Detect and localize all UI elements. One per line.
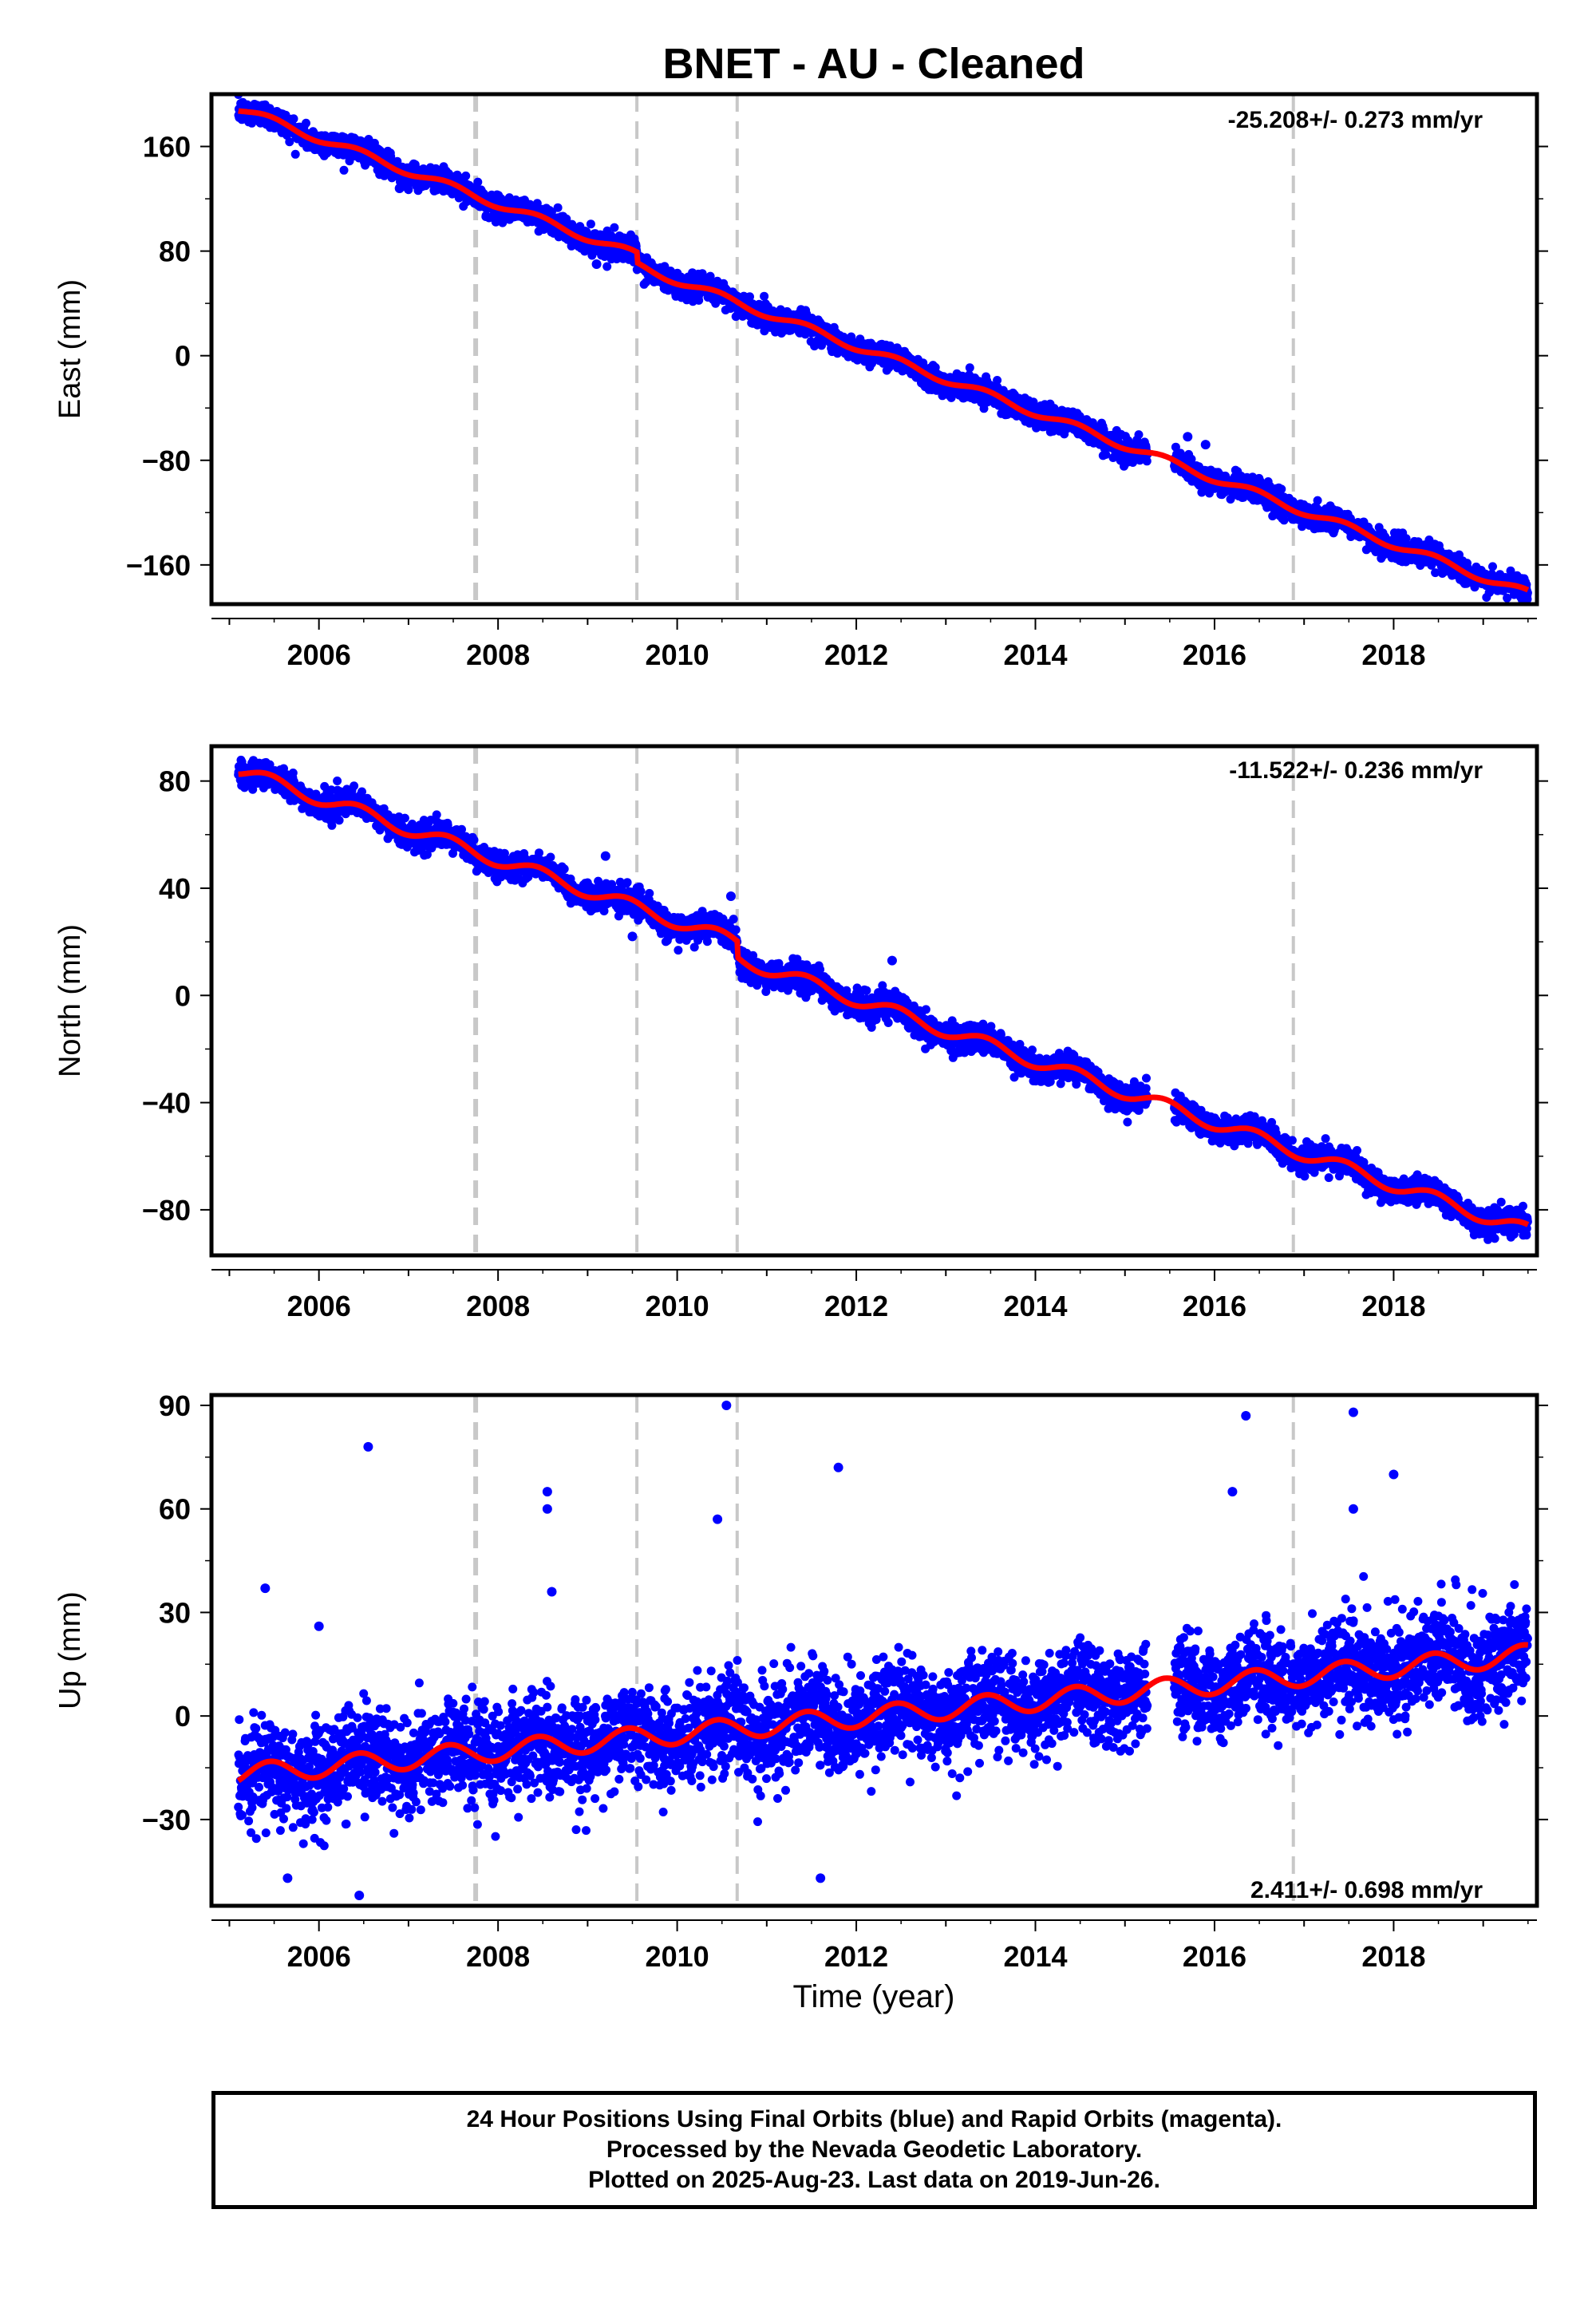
x-tick-label: 2018	[1361, 638, 1425, 671]
data-point	[461, 171, 471, 180]
data-point	[532, 199, 542, 208]
x-tick-label: 2016	[1183, 638, 1246, 671]
data-point	[1134, 430, 1144, 440]
data-point	[586, 219, 595, 229]
data-point	[553, 203, 563, 212]
data-point	[602, 262, 612, 271]
outlier-point	[394, 183, 405, 193]
data-point	[334, 816, 344, 825]
data-points-east	[234, 94, 1532, 604]
data-point	[562, 214, 571, 223]
y-tick-label: 160	[143, 131, 191, 164]
outlier-point	[1200, 440, 1211, 450]
rate-label-east: -25.208+/- 0.273 mm/yr	[1228, 107, 1483, 133]
x-tick-label: 2006	[287, 638, 351, 671]
panel-east: 2006 2008 2010 2012 2014 2016 2018 −160 −80 0 80 16…	[53, 92, 1548, 671]
data-point	[404, 185, 413, 195]
y-axis-label-east: East (mm)	[53, 279, 87, 419]
data-point	[247, 118, 257, 128]
data-point	[350, 781, 359, 791]
x-tick-label: 2010	[646, 638, 709, 671]
data-point	[1313, 496, 1322, 505]
data-point	[285, 137, 294, 147]
y-tick-label: −160	[126, 549, 191, 582]
data-point	[473, 177, 483, 187]
data-point	[1488, 562, 1497, 571]
y-tick-label: 80	[159, 235, 191, 268]
data-point	[610, 223, 619, 232]
panel-north: 2006 2008 2010 2012 2014 2016 2018−80−4004080N…	[53, 744, 1548, 1322]
data-point	[289, 114, 298, 124]
panels: 2006 2008 2010 2012 2014 2016 2018 −160 −80 0 80 16…	[53, 92, 1548, 1973]
data-point	[965, 363, 974, 373]
data-points-north	[234, 755, 1532, 1244]
data-point	[1277, 484, 1286, 494]
figure-title: BNET - AU - Cleaned	[662, 40, 1084, 88]
data-point	[288, 769, 298, 777]
data-point	[760, 291, 769, 301]
x-tick-label: 2014	[1003, 638, 1067, 671]
x-tick-label: 2012	[824, 638, 888, 671]
data-point	[400, 813, 409, 823]
y-tick-label: 0	[175, 340, 191, 373]
y-tick-label: −80	[142, 445, 191, 477]
data-point	[333, 777, 342, 785]
data-point	[290, 149, 300, 159]
outlier-point	[591, 259, 602, 269]
data-point	[339, 165, 349, 175]
outlier-point	[1183, 432, 1193, 442]
data-point	[302, 118, 310, 128]
x-tick-label: 2008	[466, 638, 530, 671]
data-point	[694, 295, 704, 305]
